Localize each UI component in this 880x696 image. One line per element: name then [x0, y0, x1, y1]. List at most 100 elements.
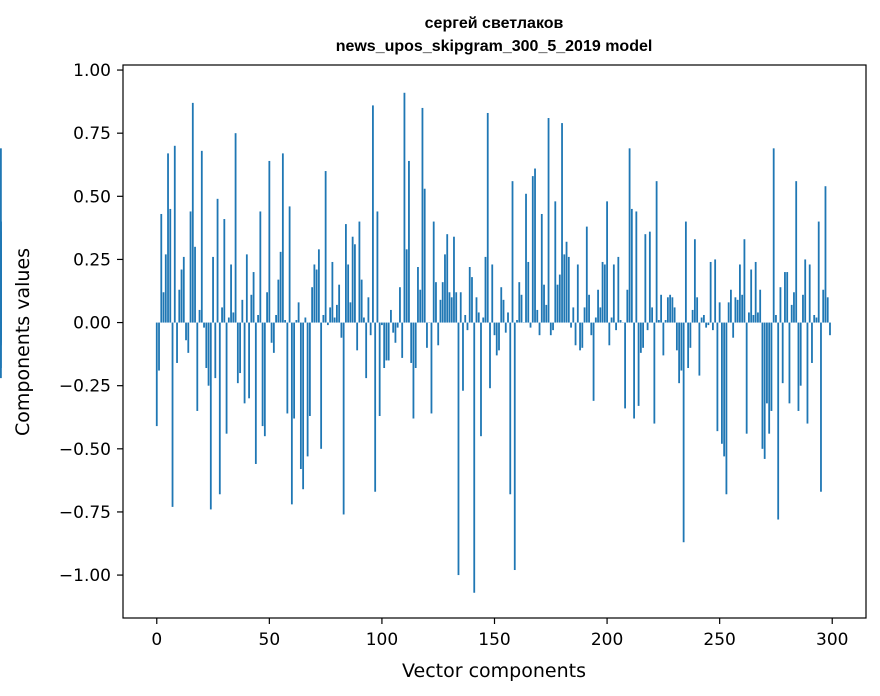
bar-62 — [295, 320, 298, 323]
bar-56 — [281, 153, 284, 323]
bar-220 — [651, 307, 654, 323]
bar-178 — [556, 284, 559, 323]
bar-43 — [252, 272, 255, 323]
bar-110 — [403, 92, 406, 323]
bar-147 — [486, 112, 489, 323]
bar-6 — [169, 208, 172, 323]
bar-172 — [543, 284, 545, 323]
bar-132 — [453, 236, 455, 323]
bar-264 — [750, 269, 753, 323]
bar-210 — [628, 148, 631, 323]
bar-138 — [466, 322, 469, 331]
bar-243 — [702, 314, 705, 323]
bar-14 — [187, 322, 190, 353]
bar-106 — [394, 322, 397, 343]
bar-192 — [588, 294, 590, 323]
bar-265 — [752, 314, 755, 323]
bar-205 — [617, 256, 620, 323]
bar-135 — [459, 292, 462, 323]
bar-284 — [795, 181, 798, 323]
bar-51 — [270, 322, 273, 343]
bars-group — [0, 92, 831, 593]
bar-195 — [594, 317, 597, 323]
bar-100 — [381, 322, 383, 326]
bar-245 — [707, 322, 710, 326]
bar-16 — [191, 102, 194, 323]
bar-15 — [189, 211, 192, 323]
bar-67 — [306, 322, 309, 457]
bar-93 — [365, 322, 368, 379]
bar-188 — [579, 322, 581, 351]
bar-144 — [480, 322, 482, 437]
bar-277 — [779, 287, 782, 323]
bar-268 — [759, 289, 762, 323]
bar-49 — [266, 292, 268, 323]
bar-222 — [655, 181, 658, 323]
bar-294 — [817, 221, 820, 323]
bar-166 — [529, 322, 532, 328]
bar-204 — [615, 322, 617, 331]
bar-91 — [360, 279, 363, 323]
bar-169 — [536, 309, 539, 323]
bar-253 — [725, 322, 728, 495]
bar-113 — [410, 322, 413, 363]
bar-215 — [639, 322, 642, 353]
bar-7 — [171, 322, 174, 507]
bar-39 — [243, 322, 246, 404]
bar-276 — [777, 322, 780, 520]
bar-4 — [164, 254, 167, 323]
bar-227 — [666, 297, 669, 323]
bar-undefined — [0, 322, 2, 369]
bar-33 — [230, 264, 232, 323]
bar-187 — [576, 264, 579, 323]
bar-278 — [781, 322, 784, 384]
bar-0 — [155, 322, 158, 427]
bar-2 — [160, 213, 163, 323]
bar-45 — [257, 314, 259, 323]
bar-156 — [507, 312, 509, 323]
bar-112 — [408, 160, 410, 323]
bar-27 — [216, 198, 219, 323]
bar-102 — [385, 322, 388, 361]
bar-167 — [531, 176, 534, 323]
bar-256 — [732, 322, 735, 338]
y-tick-label: −1.00 — [59, 566, 111, 586]
bar-28 — [218, 322, 221, 495]
bar-109 — [401, 322, 404, 358]
bar-261 — [743, 239, 746, 323]
bar-206 — [619, 320, 622, 323]
bar-77 — [329, 307, 332, 323]
bar-244 — [705, 322, 708, 328]
bar-149 — [491, 264, 494, 323]
bar-170 — [538, 322, 541, 336]
bar-239 — [693, 239, 696, 323]
bar-134 — [457, 322, 460, 576]
bar-171 — [540, 213, 543, 323]
bar-208 — [624, 322, 626, 409]
bar-47 — [261, 322, 264, 427]
bar-150 — [493, 322, 496, 336]
bar-115 — [414, 322, 417, 369]
bar-148 — [489, 322, 491, 389]
bar-232 — [678, 322, 681, 384]
bar-86 — [349, 302, 352, 323]
bar-30 — [223, 219, 226, 323]
bar-52 — [272, 322, 275, 353]
bar-128 — [444, 254, 446, 323]
bar-111 — [405, 249, 408, 323]
bar-186 — [574, 322, 577, 346]
bar-159 — [513, 322, 516, 571]
bar-260 — [741, 294, 744, 323]
bar-242 — [700, 317, 703, 323]
bar-236 — [687, 322, 690, 369]
x-axis-label: Vector components — [402, 660, 586, 682]
bar-162 — [520, 294, 523, 323]
bar-249 — [716, 322, 719, 432]
bar-55 — [279, 251, 282, 323]
bar-189 — [581, 322, 584, 348]
bar-267 — [757, 312, 759, 323]
bar-248 — [714, 259, 717, 323]
bar-50 — [268, 160, 271, 323]
bar-272 — [768, 322, 771, 434]
